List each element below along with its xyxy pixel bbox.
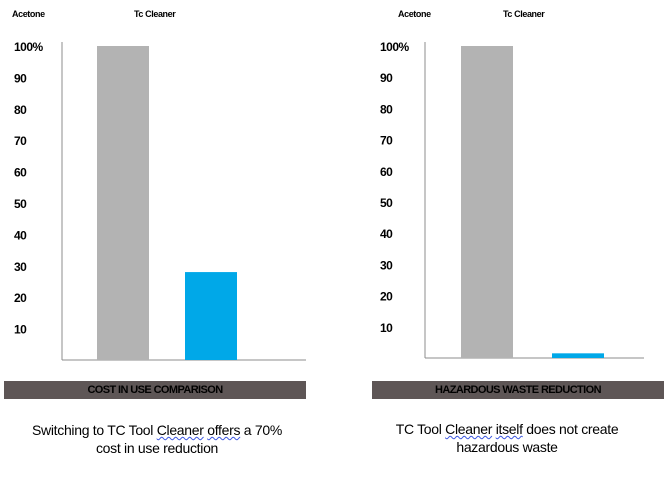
waste-caption-underlined2: itself [495,421,523,437]
waste-bar-acetone [461,46,513,358]
cost-tick-label: 100% [14,40,44,54]
waste-tick-label: 70 [380,134,393,148]
waste-bar-chart: 100% 90 80 70 60 50 40 30 20 10 [380,40,644,359]
cost-caption-underlined1: Cleaner [156,422,204,438]
waste-chart-panel: Acetone Tc Cleaner 100% 90 80 70 60 50 40 30 20 1… [364,0,664,486]
cost-tick-label: 40 [14,228,27,242]
legend-acetone: Acetone [12,9,45,19]
cost-tick-label: 80 [14,103,27,117]
waste-tick-label: 40 [380,227,393,241]
waste-tick-label: 10 [380,321,393,335]
legend-acetone: Acetone [398,9,431,19]
waste-bar-tc-cleaner [552,353,604,358]
waste-tick-label: 90 [380,71,393,85]
cost-tick-label: 10 [14,323,27,337]
waste-tick-label: 20 [380,290,393,304]
waste-tick-label: 80 [380,102,393,116]
cost-caption-underlined2: offers [207,422,241,438]
cost-chart-panel: Acetone Tc Cleaner 100% 90 80 70 60 50 40 30 20 1… [4,9,306,457]
waste-banner: HAZARDOUS WASTE REDUCTION [372,381,664,399]
cost-bar-chart: 100% 90 80 70 60 50 40 30 20 10 [14,40,306,361]
cost-bar-acetone [97,46,149,360]
waste-caption-part3: does not create hazardous waste [456,421,619,455]
cost-tick-label: 90 [14,71,27,85]
legend-tc-cleaner: Tc Cleaner [134,9,176,19]
cost-caption-part1: Switching to TC Tool [32,422,157,438]
waste-tick-label: 100% [380,40,410,54]
waste-caption: TC Tool Cleaner itself does not create h… [382,420,632,456]
cost-banner: COST IN USE COMPARISON [4,381,306,399]
waste-tick-label: 50 [380,196,393,210]
cost-tick-label: 70 [14,134,27,148]
cost-tick-label: 60 [14,166,27,180]
cost-caption-part3: a 70% cost in use reduction [95,422,282,456]
cost-tick-label: 50 [14,197,27,211]
waste-tick-label: 60 [380,165,393,179]
cost-caption: Switching to TC Tool Cleaner offers a 70… [32,421,282,457]
waste-caption-part1: TC Tool [395,421,446,437]
cost-tick-label: 30 [14,260,27,274]
cost-bar-tc-cleaner [185,272,237,360]
legend-tc-cleaner: Tc Cleaner [503,9,545,19]
waste-tick-label: 30 [380,258,393,272]
cost-tick-label: 20 [14,291,27,305]
waste-caption-underlined1: Cleaner [445,421,493,437]
